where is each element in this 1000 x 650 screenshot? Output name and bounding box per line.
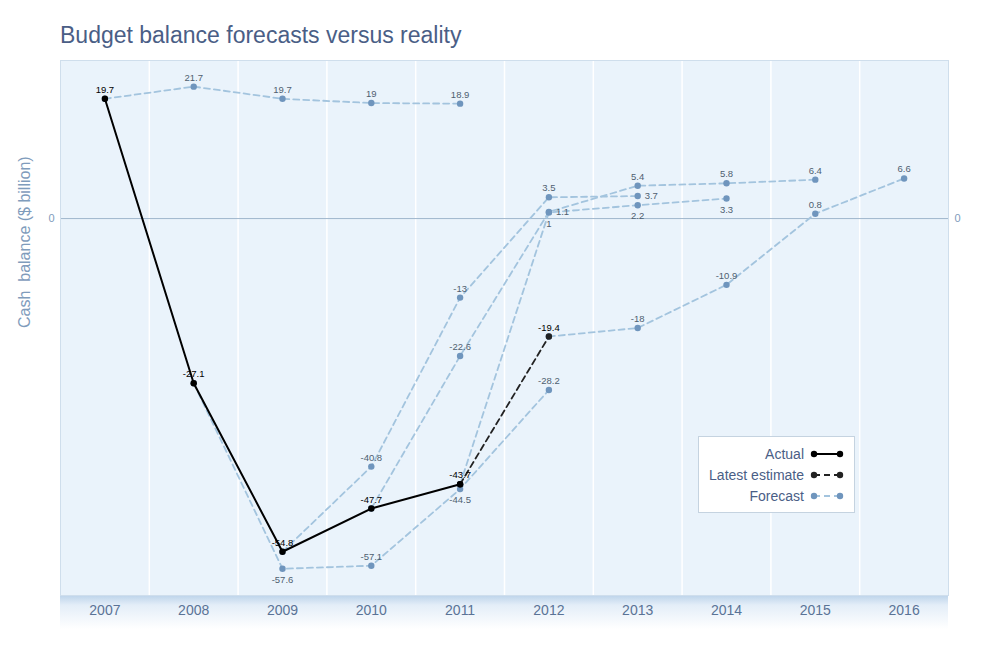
svg-text:-47.7: -47.7 (360, 494, 382, 505)
svg-text:0: 0 (955, 212, 961, 224)
svg-text:-10.9: -10.9 (716, 270, 738, 281)
svg-text:5.8: 5.8 (720, 168, 733, 179)
svg-text:-18: -18 (631, 313, 645, 324)
svg-text:2016: 2016 (889, 602, 920, 618)
svg-text:19: 19 (366, 88, 377, 99)
svg-text:-22.6: -22.6 (449, 341, 471, 352)
svg-text:-57.1: -57.1 (360, 551, 382, 562)
svg-text:2013: 2013 (622, 602, 653, 618)
svg-text:2012: 2012 (533, 602, 564, 618)
svg-text:21.7: 21.7 (184, 72, 203, 83)
svg-text:2008: 2008 (178, 602, 209, 618)
svg-text:3.5: 3.5 (542, 182, 555, 193)
svg-text:2015: 2015 (800, 602, 831, 618)
svg-text:-54.8: -54.8 (272, 537, 294, 548)
svg-text:2014: 2014 (711, 602, 742, 618)
svg-text:2009: 2009 (267, 602, 298, 618)
svg-text:19.7: 19.7 (273, 84, 292, 95)
svg-text:-13: -13 (453, 283, 467, 294)
svg-text:2010: 2010 (356, 602, 387, 618)
html-text:Actual: Actual (765, 445, 804, 462)
svg-text:Cash balance ($ billion): Cash balance ($ billion) (16, 156, 33, 328)
svg-text:-27.1: -27.1 (183, 368, 205, 379)
svg-text:3.3: 3.3 (720, 204, 733, 215)
svg-text:0: 0 (48, 212, 54, 224)
svg-text:6.6: 6.6 (897, 163, 910, 174)
svg-text:-40.8: -40.8 (360, 452, 382, 463)
html-text:Forecast: Forecast (749, 487, 804, 504)
svg-text:18.9: 18.9 (451, 89, 470, 100)
svg-text:-57.6: -57.6 (272, 574, 294, 585)
svg-text:2.2: 2.2 (631, 210, 644, 221)
svg-text:-28.2: -28.2 (538, 375, 560, 386)
svg-text:1: 1 (546, 218, 551, 229)
svg-text:2007: 2007 (89, 602, 120, 618)
html-text:Budget balance forecasts versu: Budget balance forecasts versus reality (60, 22, 462, 48)
svg-text:-44.5: -44.5 (449, 494, 471, 505)
svg-text:0.8: 0.8 (809, 199, 822, 210)
svg-text:-43.7: -43.7 (449, 469, 471, 480)
svg-text:5.4: 5.4 (631, 171, 644, 182)
svg-text:-19.4: -19.4 (538, 322, 560, 333)
html-text:Latest estimate: Latest estimate (709, 466, 804, 483)
svg-text:2011: 2011 (445, 602, 475, 618)
svg-text:6.4: 6.4 (809, 165, 822, 176)
svg-text:1.1: 1.1 (556, 206, 569, 217)
svg-text:3.7: 3.7 (645, 190, 658, 201)
svg-text:19.7: 19.7 (96, 84, 115, 95)
